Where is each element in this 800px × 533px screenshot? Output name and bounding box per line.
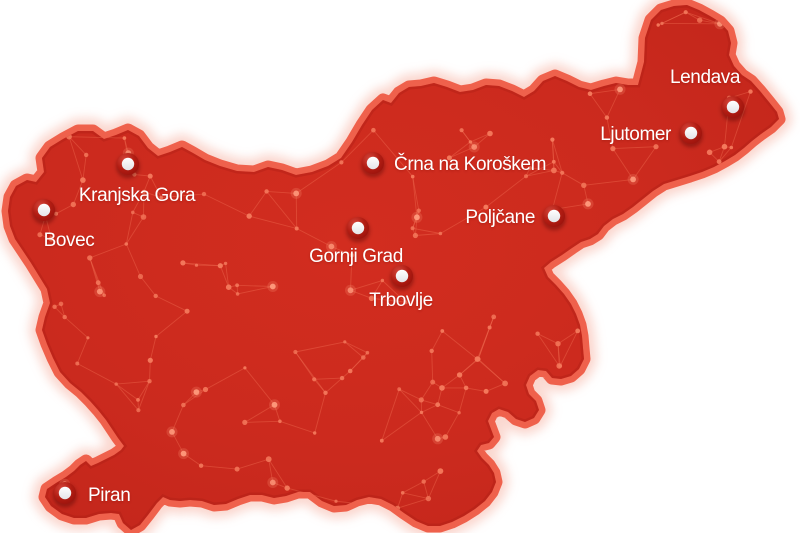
city-label-kranjska-gora: Kranjska Gora (79, 185, 196, 206)
city-pin-bovec[interactable]: Bovec (32, 199, 95, 251)
city-label-poljcane: Poljčane (465, 207, 535, 228)
pin-center-icon (58, 486, 72, 500)
network-pattern (37, 10, 753, 511)
city-label-crna-na-koroskem: Črna na Koroškem (394, 153, 546, 175)
city-pin-kranjska-gora[interactable]: Kranjska Gora (79, 153, 196, 206)
city-label-gornji-grad: Gornji Grad (309, 246, 403, 267)
city-label-bovec: Bovec (44, 230, 95, 251)
pin-center-icon (351, 221, 365, 235)
city-pin-ljutomer[interactable]: Ljutomer (600, 122, 703, 148)
city-pin-piran[interactable]: Piran (53, 482, 131, 508)
city-pin-poljcane[interactable]: Poljčane (465, 205, 566, 231)
pin-center-icon (37, 203, 51, 217)
city-pin-lendava[interactable]: Lendava (670, 67, 745, 122)
city-label-lendava: Lendava (670, 67, 741, 88)
city-pin-gornji-grad[interactable]: Gornji Grad (309, 217, 403, 267)
pin-center-icon (121, 157, 135, 171)
pin-center-icon (684, 126, 698, 140)
city-label-ljutomer: Ljutomer (600, 124, 672, 145)
city-label-trbovlje: Trbovlje (369, 290, 433, 311)
pin-center-icon (366, 156, 380, 170)
network-dots (37, 10, 753, 511)
city-pin-crna-na-koroskem[interactable]: Črna na Koroškem (361, 152, 546, 178)
city-pin-trbovlje[interactable]: Trbovlje (369, 265, 433, 311)
pin-center-icon (395, 269, 409, 283)
pin-center-icon (726, 100, 740, 114)
city-label-piran: Piran (88, 485, 130, 506)
city-pins-layer: Bovec Kranjska Gora Črna na Koroškem Gornji… (32, 67, 745, 508)
pin-center-icon (547, 209, 561, 223)
